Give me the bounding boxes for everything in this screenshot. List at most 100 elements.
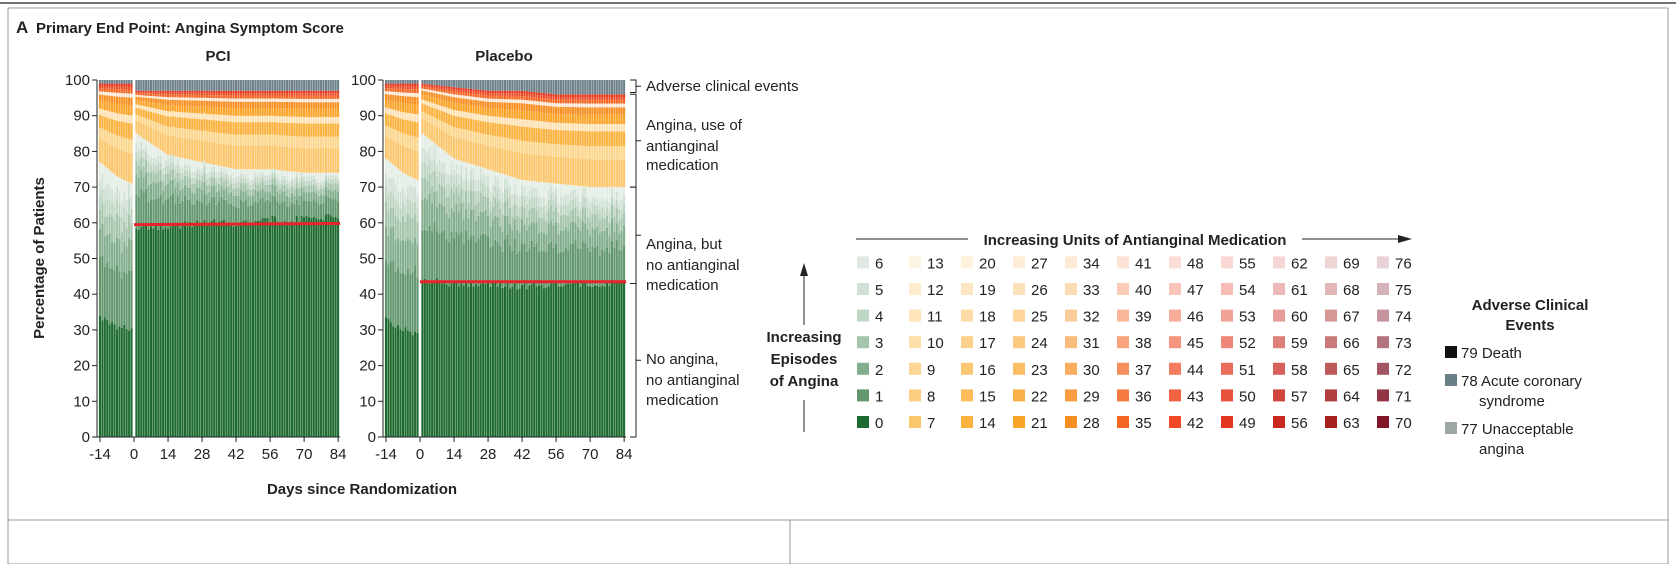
legend-code: 37 (1135, 362, 1152, 379)
bar-segment (540, 206, 543, 219)
bar-segment (523, 103, 526, 111)
bar-segment (489, 93, 492, 96)
bar-segment (547, 155, 550, 183)
bar-segment (242, 178, 245, 184)
bar-segment (550, 96, 553, 100)
bar-segment (217, 114, 221, 121)
bar-segment (215, 132, 218, 143)
legend-item: 74 (1377, 309, 1412, 326)
bar-segment (220, 90, 223, 93)
bar-segment (414, 178, 417, 188)
bar-segment (394, 240, 397, 272)
bar-segment (618, 281, 621, 437)
bar-segment (242, 90, 245, 94)
bar-segment (557, 144, 560, 157)
bar-segment (200, 92, 204, 95)
bar-segment-adverse (411, 80, 414, 84)
bar-segment (562, 144, 565, 158)
bar-day (416, 80, 419, 437)
bar-segment (477, 190, 480, 202)
bar-segment (406, 213, 409, 239)
bar-segment (310, 218, 313, 437)
bar-segment (615, 123, 618, 132)
y-tick-label: 50 (359, 251, 376, 268)
bar-segment (421, 118, 424, 134)
bar-segment (562, 106, 565, 115)
bar-segment (579, 209, 582, 219)
bar-segment (606, 99, 609, 104)
bar-segment-adverse (176, 80, 179, 91)
y-tick-label: 20 (73, 358, 90, 375)
bar-segment (239, 169, 242, 174)
bar-segment (113, 147, 116, 175)
bar-segment (251, 107, 255, 116)
bar-segment (113, 86, 116, 90)
bar-segment (494, 108, 497, 117)
bar-segment (455, 94, 458, 98)
bar-segment (162, 104, 165, 111)
y-tick-label: 40 (359, 286, 376, 303)
bar-segment (426, 87, 429, 90)
bar-segment (491, 98, 494, 102)
bar-segment (154, 103, 157, 109)
bar-segment (115, 135, 119, 149)
bar-segment (562, 114, 565, 124)
bar-segment (312, 184, 315, 192)
bar-segment (162, 92, 165, 95)
bar-day (528, 80, 531, 437)
bar-segment (564, 194, 567, 205)
bar-segment-adverse (562, 80, 565, 95)
legend-code: 76 (1395, 255, 1412, 272)
bar-segment (460, 165, 463, 177)
bar-segment (618, 233, 621, 250)
bar-segment (448, 154, 451, 175)
bar-segment (440, 87, 443, 90)
bar-segment-adverse (516, 80, 519, 91)
bar-segment (520, 284, 524, 437)
bar-day (448, 80, 451, 437)
bar-segment (603, 200, 606, 211)
bar-segment (113, 89, 116, 93)
bar-segment (130, 83, 133, 87)
bar-segment (254, 221, 257, 437)
bar-segment (530, 97, 533, 101)
bar-segment (547, 182, 550, 190)
bar-segment (234, 107, 238, 116)
bar-segment (567, 123, 570, 131)
bar-segment (111, 103, 114, 112)
bar-segment (152, 112, 155, 122)
bar-segment (239, 183, 242, 191)
bar-segment (220, 98, 223, 102)
bar-segment-adverse (421, 80, 424, 84)
bar-segment (183, 100, 187, 106)
bar-segment (472, 164, 475, 168)
bar-segment (162, 151, 165, 168)
legend-x-title: Increasing Units of Antianginal Medicati… (984, 232, 1287, 249)
bar-segment (305, 148, 308, 173)
bar-segment (286, 146, 289, 172)
bar-segment (533, 141, 536, 155)
bar-segment (421, 83, 424, 86)
legend-code: 42 (1187, 415, 1204, 432)
bar-segment (506, 124, 509, 139)
bar-segment (467, 90, 470, 94)
bar-segment (394, 215, 397, 241)
y-tick-label: 0 (368, 429, 376, 446)
legend-swatch (961, 389, 973, 402)
annotation-label: Angina, but (646, 236, 723, 253)
bar-segment (147, 97, 150, 102)
bar-segment (254, 107, 257, 116)
bar-segment (501, 214, 504, 232)
bar-segment (589, 123, 592, 132)
bar-segment (523, 153, 526, 181)
bar-segment (293, 147, 296, 172)
bar-segment (213, 132, 216, 143)
bar-segment (574, 114, 577, 124)
bar-segment (303, 185, 306, 192)
bar-segment (448, 93, 451, 97)
bar-segment (460, 283, 463, 437)
bar-segment (244, 145, 247, 170)
bar-day (596, 80, 599, 437)
bar-segment (295, 173, 298, 177)
bar-segment (389, 227, 392, 262)
